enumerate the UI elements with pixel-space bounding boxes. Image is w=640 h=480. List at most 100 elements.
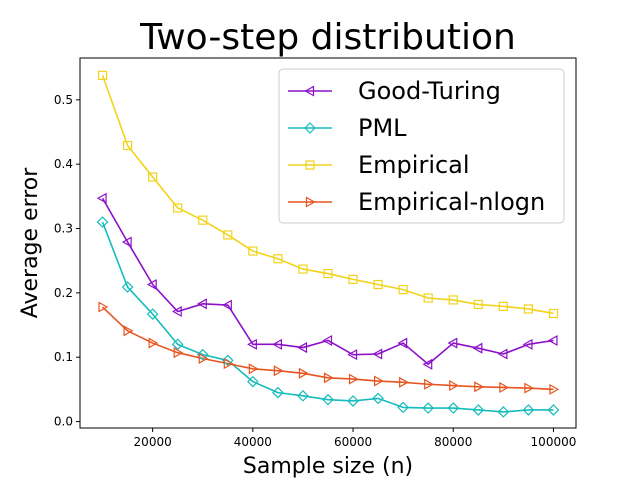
data-point-empirical-nlogn	[399, 376, 409, 388]
legend-marker-empirical-nlogn	[305, 196, 316, 208]
data-point-empirical-nlogn	[499, 381, 510, 393]
x-axis-label: Sample size (n)	[243, 454, 413, 479]
data-point-pml	[422, 402, 435, 414]
data-point-pml	[146, 308, 159, 320]
data-point-empirical	[473, 299, 483, 310]
data-point-pml	[272, 386, 284, 399]
x-tick-label: 80000	[434, 435, 472, 449]
data-point-empirical-nlogn	[173, 347, 184, 359]
data-point-pml	[547, 404, 560, 416]
data-point-empirical	[323, 268, 333, 279]
data-point-empirical	[148, 172, 158, 182]
data-point-pml	[522, 404, 535, 416]
data-point-empirical-nlogn	[549, 383, 560, 395]
data-point-good-turing	[146, 278, 157, 291]
series-line-empirical-nlogn	[101, 306, 554, 391]
data-point-pml	[322, 393, 334, 406]
y-tick-label: 0.1	[54, 350, 73, 364]
data-point-good-turing	[522, 338, 533, 350]
data-point-empirical-nlogn	[348, 373, 359, 385]
chart-title: Two-step distribution	[139, 17, 516, 58]
data-point-empirical-nlogn	[424, 378, 434, 390]
data-point-pml	[497, 406, 510, 418]
data-point-pml	[121, 281, 134, 293]
legend-label-pml: PML	[358, 114, 407, 142]
data-point-empirical	[122, 140, 133, 151]
x-tick-label: 40000	[234, 435, 272, 449]
y-tick-label: 0.2	[54, 286, 73, 300]
data-point-empirical	[373, 279, 383, 290]
data-point-good-turing	[247, 338, 257, 350]
data-point-empirical	[298, 264, 308, 274]
y-tick-label: 0.0	[54, 415, 73, 429]
data-point-empirical-nlogn	[198, 352, 209, 365]
legend-label-good-turing: Good-Turing	[358, 77, 501, 105]
data-point-good-turing	[447, 337, 458, 349]
series-line-empirical	[101, 75, 554, 315]
data-point-good-turing	[497, 348, 508, 360]
data-point-empirical-nlogn	[223, 358, 234, 370]
data-point-empirical	[398, 285, 408, 295]
data-point-empirical-nlogn	[474, 381, 485, 393]
legend-label-empirical: Empirical	[358, 151, 470, 179]
data-point-empirical	[348, 274, 358, 284]
data-point-good-turing	[547, 334, 558, 347]
legend: Good-Turing PML Empirical Empirical-nlogn	[278, 68, 565, 224]
data-point-empirical	[423, 293, 433, 303]
data-point-empirical	[248, 246, 258, 256]
x-tick-label: 100000	[531, 435, 577, 449]
data-point-pml	[246, 375, 259, 388]
data-point-empirical-nlogn	[248, 363, 259, 375]
y-axis-label: Average error	[18, 167, 43, 319]
plot-markers	[96, 70, 560, 418]
y-tick-label: 0.3	[54, 222, 73, 236]
data-point-good-turing	[272, 338, 282, 350]
data-point-good-turing	[322, 334, 333, 347]
legend-marker-good-turing	[304, 85, 315, 97]
data-point-empirical-nlogn	[273, 365, 284, 377]
data-point-good-turing	[472, 342, 483, 354]
data-point-pml	[397, 401, 410, 414]
data-point-empirical	[498, 301, 508, 311]
legend-marker-empirical	[305, 160, 315, 170]
data-point-pml	[297, 389, 309, 402]
data-point-good-turing	[197, 298, 207, 310]
data-point-pml	[372, 392, 384, 405]
data-point-good-turing	[372, 348, 383, 360]
data-point-pml	[196, 348, 209, 361]
data-point-empirical-nlogn	[323, 372, 334, 384]
data-point-good-turing	[96, 192, 107, 204]
data-point-good-turing	[171, 306, 182, 318]
data-point-empirical	[523, 304, 534, 314]
y-tick-label: 0.5	[54, 93, 73, 107]
data-point-empirical-nlogn	[123, 325, 134, 337]
data-point-empirical-nlogn	[374, 375, 384, 387]
legend-marker-pml	[304, 122, 316, 134]
data-point-empirical-nlogn	[524, 382, 535, 394]
x-axis-ticks: 20000 40000 60000 80000 100000	[134, 428, 577, 449]
data-point-pml	[171, 338, 184, 351]
data-point-good-turing	[222, 299, 232, 311]
data-point-empirical	[173, 203, 183, 213]
legend-label-empirical-nlogn: Empirical-nlogn	[358, 188, 545, 216]
data-point-empirical	[273, 254, 283, 264]
series-line-good-turing	[101, 197, 554, 366]
data-point-empirical	[198, 215, 208, 225]
data-point-good-turing	[347, 349, 358, 361]
data-point-pml	[447, 402, 460, 414]
plot-frame	[79, 57, 577, 429]
data-point-empirical-nlogn	[148, 337, 159, 349]
y-axis-ticks: 0.0 0.1 0.2 0.3 0.4 0.5	[54, 93, 80, 429]
data-point-pml	[96, 216, 109, 228]
data-point-empirical-nlogn	[98, 301, 109, 313]
data-point-good-turing	[397, 337, 408, 349]
y-tick-label: 0.4	[54, 157, 73, 171]
data-point-empirical	[548, 308, 559, 319]
data-point-empirical-nlogn	[298, 367, 309, 379]
data-point-good-turing	[121, 236, 132, 248]
legend-box	[278, 68, 565, 224]
data-point-empirical	[448, 295, 458, 305]
data-point-good-turing	[422, 358, 433, 370]
data-point-empirical	[223, 230, 233, 240]
